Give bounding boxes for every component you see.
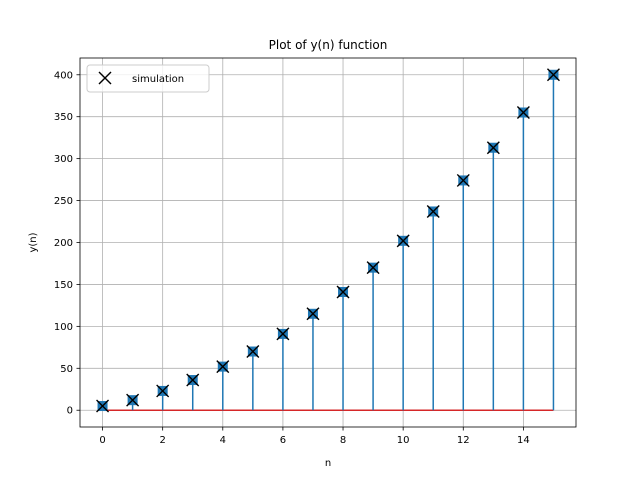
x-marker-stroke-b [156, 384, 170, 398]
x-marker-14 [516, 106, 530, 120]
x-marker-2 [156, 384, 170, 398]
y-tick-label-200: 200 [54, 238, 73, 249]
x-axis-label: n [325, 458, 331, 469]
y-axis-ticks: 0 50 100 150 200 250 300 350 400 [54, 70, 80, 417]
x-marker-stroke-b [276, 327, 290, 341]
x-marker-1 [126, 393, 140, 407]
x-marker-stroke-b [486, 141, 500, 155]
legend-x-marker-icon [98, 71, 112, 85]
x-tick-label-10: 10 [397, 435, 410, 446]
y-tick-label-400: 400 [54, 70, 73, 81]
x-tick-label-4: 4 [220, 435, 226, 446]
x-tick-label-14: 14 [517, 435, 530, 446]
y-tick-label-350: 350 [54, 112, 73, 123]
legend: simulation [86, 64, 210, 93]
x-marker-stroke-b [96, 399, 110, 413]
x-marker-8 [336, 285, 350, 299]
x-marker-10 [396, 234, 410, 248]
x-tick-label-12: 12 [457, 435, 470, 446]
x-tick-label-8: 8 [340, 435, 346, 446]
x-tick-label-6: 6 [280, 435, 286, 446]
x-marker-stroke-b [396, 234, 410, 248]
x-marker-stroke-b [456, 173, 470, 187]
y-tick-label-300: 300 [54, 154, 73, 165]
y-tick-label-250: 250 [54, 196, 73, 207]
y-tick-label-0: 0 [67, 406, 73, 417]
x-marker-5 [246, 345, 260, 359]
markers [96, 68, 560, 413]
x-marker-7 [306, 307, 320, 321]
chart-title: Plot of y(n) function [269, 38, 388, 52]
x-marker-13 [486, 141, 500, 155]
x-tick-label-0: 0 [99, 435, 105, 446]
x-marker-11 [426, 204, 440, 218]
x-marker-3 [186, 373, 200, 387]
y-axis-label: y(n) [28, 232, 39, 252]
x-marker-stroke-b [546, 68, 560, 82]
x-marker-stroke-b [216, 360, 230, 374]
y-tick-label-150: 150 [54, 280, 73, 291]
x-marker-stroke-b [426, 204, 440, 218]
x-marker-15 [546, 68, 560, 82]
y-tick-label-100: 100 [54, 322, 73, 333]
x-tick-label-2: 2 [159, 435, 165, 446]
x-marker-stroke-b [366, 261, 380, 275]
x-marker-4 [216, 360, 230, 374]
x-marker-stroke-b [246, 345, 260, 359]
x-marker-12 [456, 173, 470, 187]
legend-box [86, 64, 210, 93]
x-marker-stroke-b [126, 393, 140, 407]
y-tick-label-50: 50 [60, 364, 73, 375]
x-marker-9 [366, 261, 380, 275]
x-marker-stroke-b [186, 373, 200, 387]
x-marker-stroke-b [516, 106, 530, 120]
x-marker-0 [96, 399, 110, 413]
legend-x-stroke-b [98, 71, 112, 85]
x-axis-ticks: 0 2 4 6 8 10 12 14 [99, 427, 530, 446]
x-marker-stroke-b [306, 307, 320, 321]
x-marker-stroke-b [336, 285, 350, 299]
legend-label-simulation: simulation [132, 74, 184, 85]
x-marker-6 [276, 327, 290, 341]
